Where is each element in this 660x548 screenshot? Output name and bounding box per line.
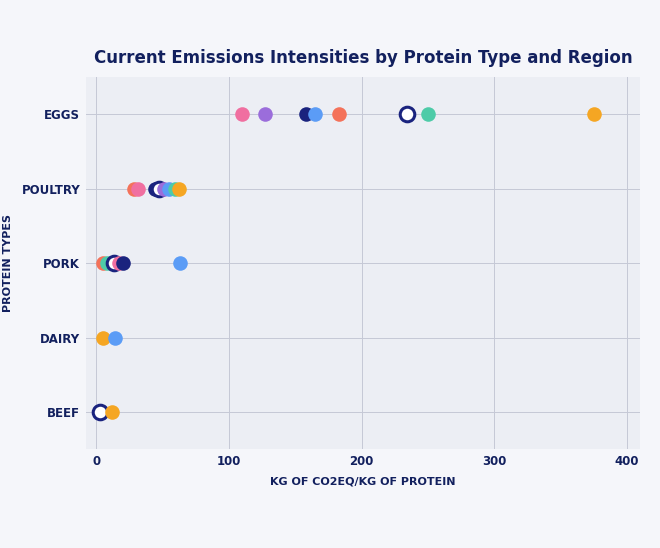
Point bbox=[301, 110, 312, 118]
Point bbox=[422, 110, 433, 118]
Y-axis label: PROTEIN TYPES: PROTEIN TYPES bbox=[3, 214, 13, 312]
Point bbox=[98, 259, 108, 267]
Point bbox=[95, 408, 106, 416]
Point bbox=[159, 184, 170, 193]
Point bbox=[175, 259, 185, 267]
Point bbox=[170, 184, 180, 193]
Point bbox=[310, 110, 321, 118]
Point bbox=[107, 408, 117, 416]
Point bbox=[334, 110, 345, 118]
Point bbox=[132, 184, 143, 193]
Point bbox=[102, 259, 112, 267]
Point bbox=[149, 184, 160, 193]
Point bbox=[128, 184, 139, 193]
Point bbox=[117, 259, 128, 267]
Point bbox=[98, 333, 108, 342]
Point bbox=[114, 259, 124, 267]
Point bbox=[401, 110, 412, 118]
Point bbox=[589, 110, 599, 118]
Point bbox=[259, 110, 270, 118]
Point bbox=[110, 333, 120, 342]
Point bbox=[237, 110, 248, 118]
Point bbox=[174, 184, 184, 193]
Point bbox=[164, 184, 175, 193]
Point bbox=[108, 259, 119, 267]
Title: Current Emissions Intensities by Protein Type and Region: Current Emissions Intensities by Protein… bbox=[94, 49, 632, 67]
Point bbox=[154, 184, 164, 193]
X-axis label: KG OF CO2EQ/KG OF PROTEIN: KG OF CO2EQ/KG OF PROTEIN bbox=[270, 476, 456, 486]
